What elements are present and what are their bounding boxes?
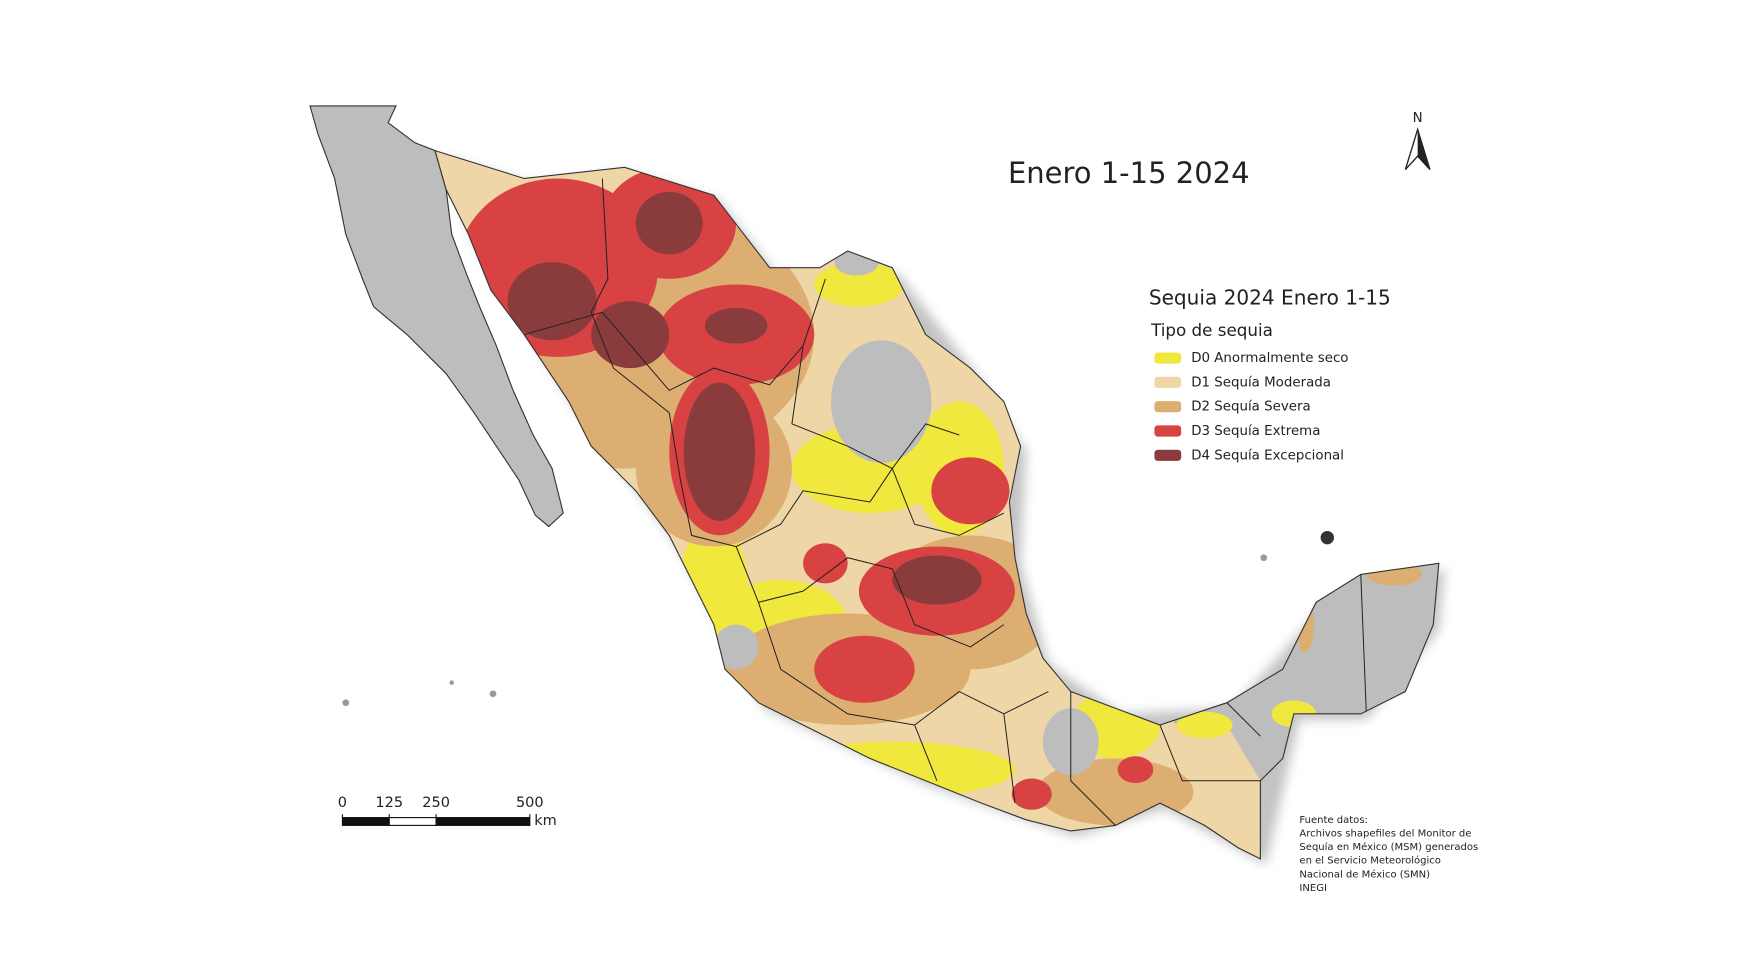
- legend-subtitle: Tipo de sequia: [1150, 320, 1273, 340]
- source-line: Nacional de México (SMN): [1299, 868, 1430, 880]
- legend-label: D2 Sequía Severa: [1191, 399, 1310, 415]
- legend-label: D4 Sequía Excepcional: [1191, 447, 1344, 463]
- legend-title: Sequia 2024 Enero 1-15: [1149, 285, 1391, 309]
- zone: [892, 555, 982, 605]
- legend-label: D3 Sequía Extrema: [1191, 423, 1320, 439]
- zone: [1176, 711, 1233, 739]
- source-note: Fuente datos: Archivos shapefiles del Mon…: [1299, 815, 1478, 894]
- source-line: Archivos shapefiles del Monitor de: [1299, 828, 1471, 839]
- no-drought: [1165, 563, 1439, 781]
- island: [1260, 554, 1268, 562]
- zone: [769, 741, 1015, 798]
- scale-label: 125: [375, 795, 403, 811]
- no-drought: [830, 340, 932, 463]
- zone: [814, 262, 904, 307]
- legend-swatch: [1154, 352, 1182, 364]
- zone: [507, 262, 597, 341]
- north-label: N: [1413, 111, 1423, 126]
- zone: [1117, 756, 1154, 784]
- source-line: INEGI: [1299, 883, 1327, 894]
- state-borders: [524, 178, 1367, 826]
- scale-bar: 0 125 250 500 km: [338, 795, 557, 829]
- legend-swatch: [1154, 449, 1182, 461]
- zone: [635, 191, 703, 255]
- mainland-outline: [434, 149, 1440, 860]
- island: [489, 690, 497, 698]
- island: [449, 680, 454, 685]
- scale-label: 250: [422, 795, 450, 811]
- islands: [342, 530, 1334, 707]
- scale-segment: [341, 817, 390, 826]
- scale-label: 500: [516, 795, 544, 811]
- scale-label: 0: [338, 795, 347, 811]
- zone: [683, 382, 756, 521]
- legend-label: D0 Anormalmente seco: [1191, 351, 1348, 366]
- legend-swatch: [1154, 425, 1182, 437]
- map-title: Enero 1-15 2024: [1008, 156, 1250, 190]
- scale-segment: [388, 817, 437, 826]
- scale-segment: [435, 817, 531, 826]
- north-arrow-half: [1417, 129, 1430, 170]
- source-line: en el Servicio Meteorológico: [1299, 855, 1441, 867]
- island: [1320, 530, 1334, 545]
- legend: Sequia 2024 Enero 1-15 Tipo de sequia D0…: [1149, 285, 1391, 463]
- legend-swatch: [1154, 401, 1182, 413]
- drought-zones: [435, 150, 1439, 859]
- zone: [931, 457, 1010, 525]
- zone: [803, 543, 848, 584]
- source-line: Sequía en México (MSM) generados: [1299, 841, 1478, 853]
- no-drought: [834, 248, 879, 276]
- zone: [814, 635, 915, 703]
- island: [342, 699, 350, 707]
- no-drought: [713, 624, 759, 670]
- scale-unit: km: [534, 813, 557, 829]
- source-line: Fuente datos:: [1299, 815, 1368, 826]
- zone: [704, 307, 768, 344]
- zone: [591, 301, 670, 369]
- legend-label: D1 Sequía Moderada: [1191, 374, 1331, 390]
- legend-swatch: [1154, 376, 1182, 388]
- zone: [1011, 778, 1052, 810]
